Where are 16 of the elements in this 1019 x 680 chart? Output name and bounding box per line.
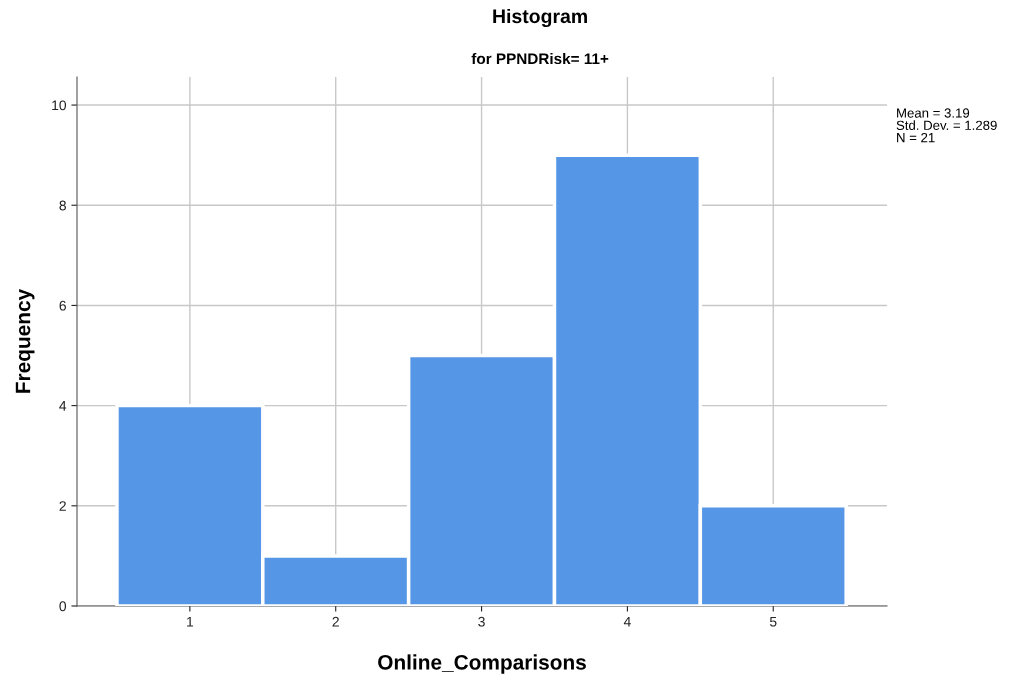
- x-tick-label: 5: [769, 616, 777, 627]
- y-tick-label: 8: [59, 200, 66, 211]
- text: Mean = 3.19 Std. Dev. = 1.289 N = 21: [896, 108, 997, 143]
- x-axis-title: Online_Comparisons: [378, 654, 586, 674]
- x-tick-label: 4: [623, 616, 631, 627]
- y-tick-label: 10: [52, 100, 67, 111]
- x-tick-label: 2: [332, 616, 339, 627]
- chart-title: Histogram: [493, 8, 587, 28]
- y-tick-label: 2: [59, 501, 66, 511]
- y-tick-label: 6: [59, 300, 66, 311]
- chart-subtitle: for PPNDRisk= 11+: [471, 52, 609, 65]
- y-axis-title: Frequency: [15, 288, 35, 393]
- y-tick-label: 0: [59, 601, 67, 612]
- x-tick-label: 3: [478, 616, 485, 627]
- x-tick-label: 1: [187, 616, 194, 627]
- y-tick-label: 4: [59, 401, 67, 411]
